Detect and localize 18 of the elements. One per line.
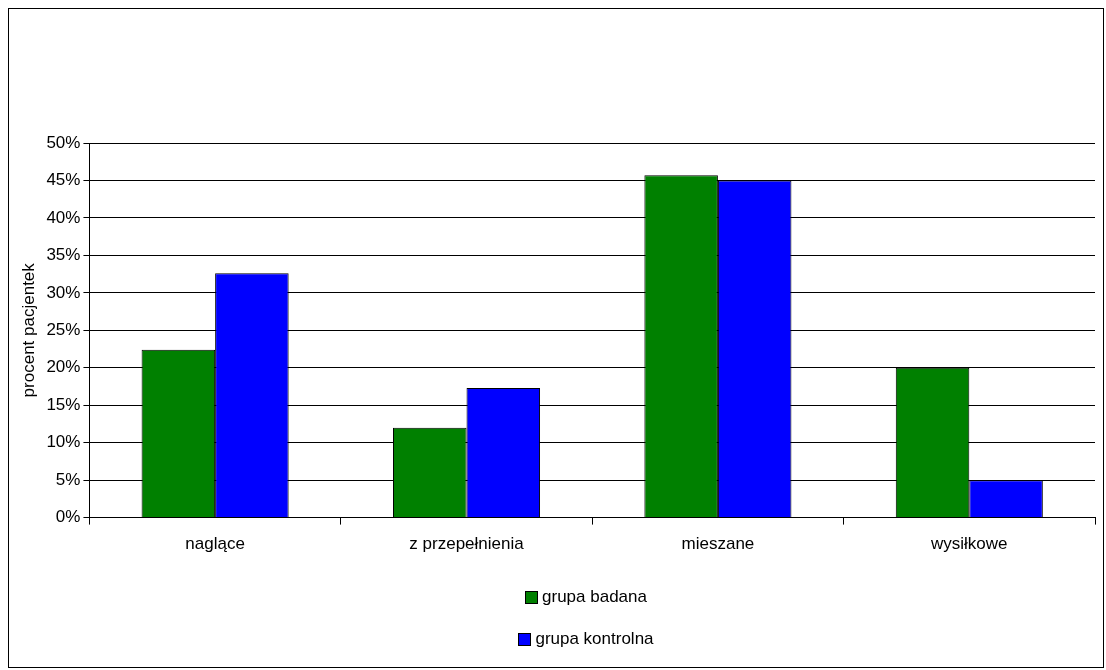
x-tick-label: mieszane [681, 534, 755, 554]
y-tick-label: 5% [55, 469, 81, 489]
x-tick-label: z przepełnienia [409, 534, 525, 554]
y-tick-label: 10% [46, 432, 81, 452]
y-tick-label: 30% [46, 282, 81, 302]
x-tick-label: wysiłkowe [930, 534, 1008, 554]
y-tick-label: 20% [46, 357, 81, 377]
y-tick-label: 0% [55, 507, 81, 527]
y-axis-title: procent pacjentek [18, 262, 38, 398]
y-tick-label: 35% [46, 245, 81, 265]
y-tick-label: 50% [46, 132, 81, 152]
y-tick-label: 15% [46, 394, 81, 414]
y-tick-label: 25% [46, 319, 81, 339]
legend-label: grupa badana [542, 587, 647, 607]
x-tick-label: naglące [185, 534, 245, 554]
y-tick-label: 40% [46, 207, 81, 227]
y-tick-label: 45% [46, 170, 81, 190]
legend-label: grupa kontrolna [535, 629, 654, 649]
